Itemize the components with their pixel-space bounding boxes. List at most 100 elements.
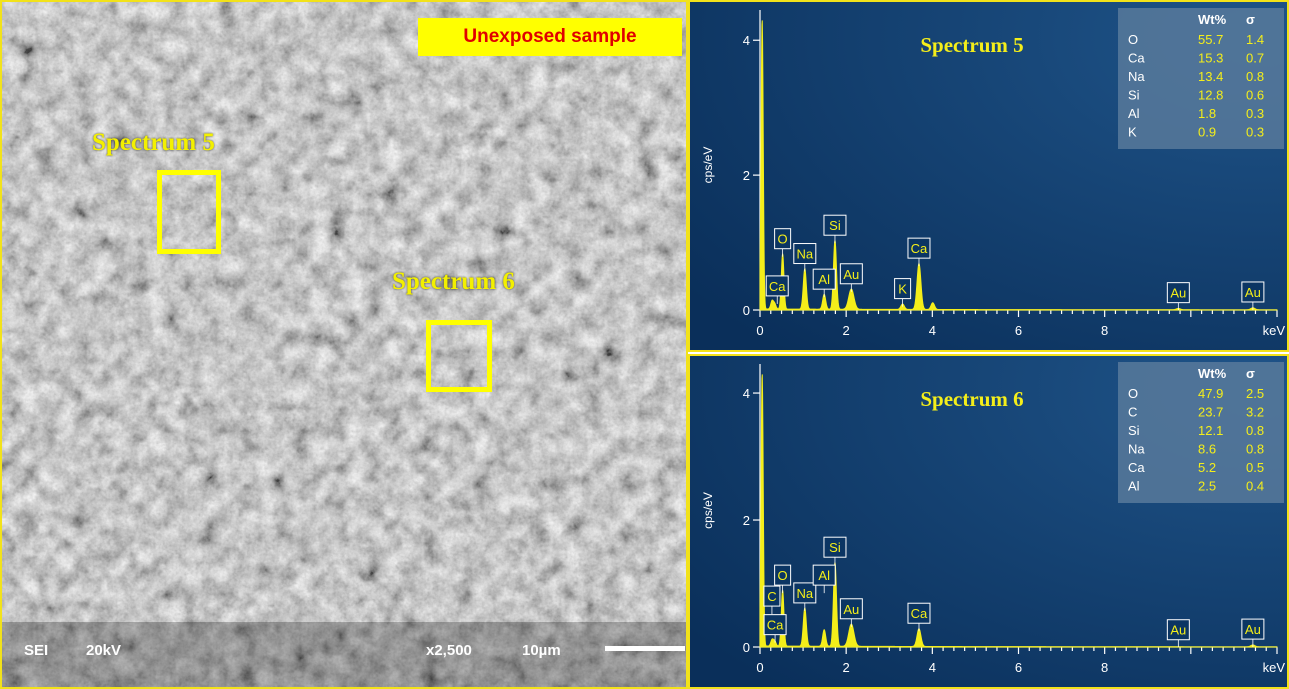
- table-cell: 0.8: [1246, 442, 1264, 457]
- table-cell: 13.4: [1198, 69, 1223, 84]
- peak-label: Au: [843, 267, 859, 282]
- sem-texture: [2, 2, 686, 687]
- peak-label-box: [1166, 282, 1190, 304]
- table-cell: 2.5: [1246, 386, 1264, 401]
- table-cell: 0.5: [1246, 460, 1264, 475]
- sample-label: Unexposed sample: [418, 18, 682, 56]
- table-cell: 0.9: [1198, 125, 1216, 140]
- table-header: Wt%: [1198, 366, 1227, 381]
- peak-label-box: [839, 263, 863, 285]
- table-cell: 0.8: [1246, 423, 1264, 438]
- sem-mode: SEI: [24, 642, 49, 659]
- peak-label: Al: [818, 568, 830, 583]
- peak-label: Si: [829, 218, 841, 233]
- table-cell: 47.9: [1198, 386, 1223, 401]
- table-cell: 12.1: [1198, 423, 1223, 438]
- table-cell: 3.2: [1246, 405, 1264, 420]
- table-cell: 0.8: [1246, 69, 1264, 84]
- y-tick-label: 2: [743, 168, 750, 183]
- peak-label: Ca: [911, 606, 928, 621]
- y-tick-label: 2: [743, 513, 750, 528]
- peak-label-box: [793, 582, 817, 604]
- table-cell: 12.8: [1198, 88, 1223, 103]
- table-cell: 8.6: [1198, 442, 1216, 457]
- x-axis-label: keV: [1263, 660, 1286, 675]
- spectrum-6-panel: 0 2 4 6 8 keV 2 4 0 cps/eV C Ca O Na Al Si Au Ca Au Au Spect…: [688, 354, 1289, 689]
- y-axis-label: cps/eV: [701, 147, 715, 184]
- table-cell: Si: [1128, 423, 1140, 438]
- table-cell: Si: [1128, 88, 1140, 103]
- y-tick-label: 4: [743, 33, 750, 48]
- table-cell: 55.7: [1198, 32, 1223, 47]
- sem-magnification: x2,500: [426, 642, 472, 659]
- table-header: σ: [1246, 12, 1255, 27]
- peak-label: Au: [1170, 286, 1186, 301]
- sem-micrograph: Unexposed sample Spectrum 5 Spectrum 6 S…: [0, 0, 688, 689]
- peak-label-box: [1166, 619, 1190, 641]
- chart-title: Spectrum 5: [920, 33, 1023, 57]
- x-tick-label: 8: [1101, 323, 1108, 338]
- table-cell: 23.7: [1198, 405, 1223, 420]
- sem-voltage: 20kV: [86, 642, 122, 659]
- peak-label: Au: [1170, 623, 1186, 638]
- table-cell: K: [1128, 125, 1137, 140]
- peak-label: Al: [818, 272, 830, 287]
- table-cell: 5.2: [1198, 460, 1216, 475]
- peak-label-box: [763, 614, 787, 636]
- peak-label: O: [778, 568, 788, 583]
- table-cell: 0.3: [1246, 106, 1264, 121]
- peak-label: Au: [1245, 285, 1261, 300]
- sem-scale-bar: [605, 646, 685, 651]
- spectrum-curve: [759, 374, 1278, 648]
- peak-label: O: [778, 232, 788, 247]
- peak-label: Na: [796, 247, 813, 262]
- table-cell: 2.5: [1198, 479, 1216, 494]
- spectrum-5-region-label: Spectrum 5: [92, 129, 215, 156]
- peak-label-box: [894, 278, 912, 300]
- peak-label-box: [774, 228, 792, 250]
- table-cell: 15.3: [1198, 51, 1223, 66]
- x-tick-label: 8: [1101, 660, 1108, 675]
- x-tick-label: 6: [1015, 660, 1022, 675]
- spectrum-5-plot: 0 2 4 6 8 keV 2 4 0 cps/eV Ca O Na Al Si Au K Ca Au Au Spect…: [690, 2, 1287, 350]
- table-cell: 1.8: [1198, 106, 1216, 121]
- composition-table: [1118, 8, 1284, 149]
- sem-scale-label: 10µm: [522, 642, 561, 659]
- table-cell: Na: [1128, 442, 1145, 457]
- table-cell: 1.4: [1246, 32, 1264, 47]
- x-tick-label: 4: [929, 323, 936, 338]
- peak-label-box: [774, 564, 792, 586]
- table-header: Wt%: [1198, 12, 1227, 27]
- peak-label-box: [907, 237, 931, 259]
- peak-label-box: [793, 243, 817, 265]
- table-cell: 0.3: [1246, 125, 1264, 140]
- composition-table: [1118, 362, 1284, 503]
- table-cell: Ca: [1128, 460, 1145, 475]
- spectrum-5-panel: 0 2 4 6 8 keV 2 4 0 cps/eV Ca O Na Al Si Au K Ca Au Au Spect…: [688, 0, 1289, 352]
- x-tick-label: 0: [756, 323, 763, 338]
- y-tick-label: 4: [743, 386, 750, 401]
- table-cell: 0.4: [1246, 479, 1264, 494]
- peak-label-box: [812, 564, 836, 586]
- x-tick-label: 2: [843, 660, 850, 675]
- table-cell: O: [1128, 386, 1138, 401]
- peak-label: Au: [1245, 622, 1261, 637]
- peak-label: K: [898, 282, 907, 297]
- table-cell: 0.6: [1246, 88, 1264, 103]
- peak-label: Ca: [769, 279, 786, 294]
- spectrum-6-region-box: [426, 320, 492, 392]
- spectrum-5-region-box: [157, 170, 221, 254]
- peak-label: Au: [843, 602, 859, 617]
- spectrum-curve: [759, 20, 1278, 311]
- peak-label: Si: [829, 540, 841, 555]
- peak-label-box: [763, 585, 781, 607]
- table-cell: C: [1128, 405, 1137, 420]
- table-cell: Al: [1128, 479, 1140, 494]
- x-axis-label: keV: [1263, 323, 1286, 338]
- peak-label: C: [767, 589, 776, 604]
- chart-title: Spectrum 6: [920, 387, 1023, 411]
- peak-label-box: [907, 602, 931, 624]
- table-header: σ: [1246, 366, 1255, 381]
- peak-label-box: [765, 275, 789, 297]
- peak-label-box: [823, 214, 847, 236]
